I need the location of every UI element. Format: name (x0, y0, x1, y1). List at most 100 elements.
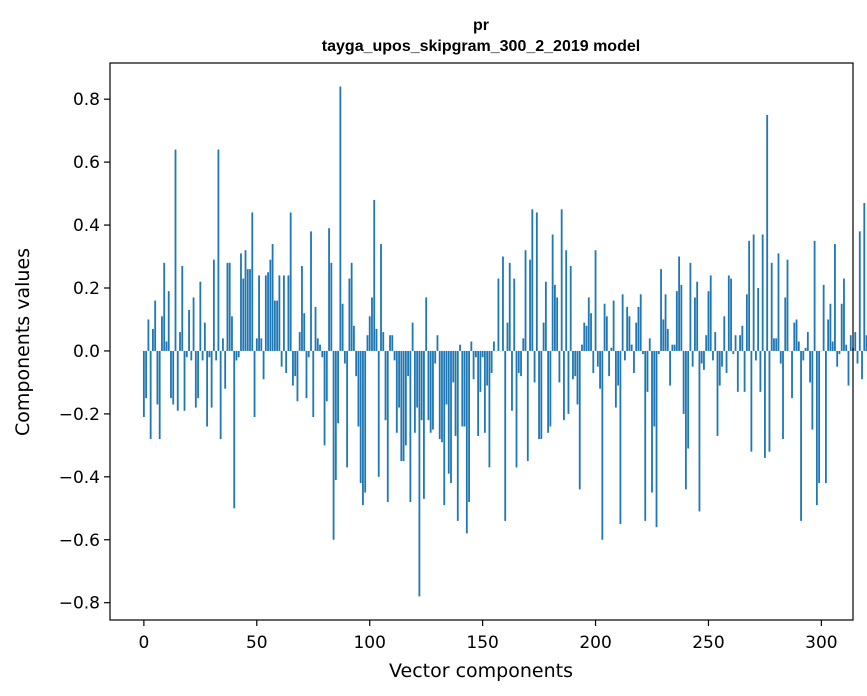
bar (423, 350, 425, 499)
bar (524, 250, 527, 351)
bar (215, 350, 218, 361)
bar (849, 335, 852, 351)
bar (323, 350, 326, 446)
bar (635, 322, 638, 351)
bar (560, 209, 563, 351)
bar (341, 303, 344, 351)
bar (355, 350, 358, 377)
bar (194, 350, 197, 408)
bar (865, 335, 867, 351)
bar (642, 350, 644, 355)
bar (179, 332, 181, 351)
bar (531, 209, 534, 351)
bar (348, 278, 351, 351)
bar (515, 350, 518, 468)
bar (827, 319, 830, 351)
bar (149, 350, 152, 440)
bar (797, 341, 800, 351)
bar (334, 350, 337, 480)
bar (350, 262, 353, 351)
bar (454, 350, 457, 436)
bar (389, 335, 391, 351)
bar (544, 281, 547, 351)
bar (684, 350, 687, 490)
bar (664, 294, 667, 351)
bar (289, 212, 292, 351)
bar (278, 275, 281, 351)
bar (427, 350, 430, 421)
bar (590, 313, 592, 351)
bar (438, 350, 441, 440)
bar (648, 338, 651, 351)
bar (657, 350, 660, 355)
bar (461, 350, 464, 427)
bar (529, 259, 531, 351)
bar (673, 344, 676, 351)
bar (163, 262, 166, 351)
bar (502, 256, 504, 351)
bar (483, 350, 486, 433)
bar (208, 350, 211, 358)
bar (829, 303, 832, 351)
bar (386, 350, 389, 502)
bar (782, 350, 784, 440)
bar (305, 350, 308, 399)
bar (644, 350, 647, 521)
bar (718, 350, 721, 386)
bar (298, 332, 301, 351)
bar (380, 243, 382, 351)
bar (723, 316, 726, 351)
bar (637, 306, 640, 351)
bar (402, 350, 405, 462)
x-axis-ticks: 0 50 100 150 200 250 300 (138, 620, 838, 653)
bar (375, 328, 378, 351)
bar (237, 350, 240, 358)
bar (610, 347, 613, 351)
bar (655, 350, 658, 528)
y-tick-label: 0.8 (73, 90, 100, 110)
bar (481, 350, 484, 358)
y-tick-label: −0.4 (59, 468, 100, 488)
bar (574, 350, 577, 377)
bar (203, 322, 206, 351)
bar (142, 350, 145, 418)
bar (547, 350, 550, 433)
bar (296, 350, 299, 402)
bar (488, 350, 491, 468)
bar (675, 291, 678, 351)
bar (452, 350, 455, 383)
bar (244, 250, 247, 351)
bar (183, 350, 186, 411)
bar (418, 350, 421, 597)
bar (709, 275, 712, 351)
bar (556, 297, 559, 351)
bar (773, 338, 775, 351)
bar (307, 350, 310, 358)
bar (450, 350, 452, 484)
bar (565, 250, 568, 351)
bar (836, 350, 839, 367)
bar (513, 278, 516, 351)
bar (682, 350, 685, 414)
bar (429, 350, 432, 433)
bar (240, 253, 242, 351)
bar (477, 350, 480, 436)
bar (777, 253, 780, 351)
bar (343, 350, 346, 364)
bar (366, 335, 369, 351)
bar (761, 234, 764, 351)
bar (583, 322, 586, 351)
bar (253, 350, 256, 418)
bar (192, 297, 195, 351)
bar (804, 347, 807, 351)
bar (764, 350, 766, 458)
bar (739, 335, 741, 351)
bar (224, 350, 227, 389)
bar (581, 344, 583, 351)
bar (222, 338, 224, 351)
bar (470, 341, 473, 351)
bar (678, 256, 681, 351)
bar (246, 269, 249, 351)
bar (587, 297, 590, 351)
bar (445, 350, 448, 405)
